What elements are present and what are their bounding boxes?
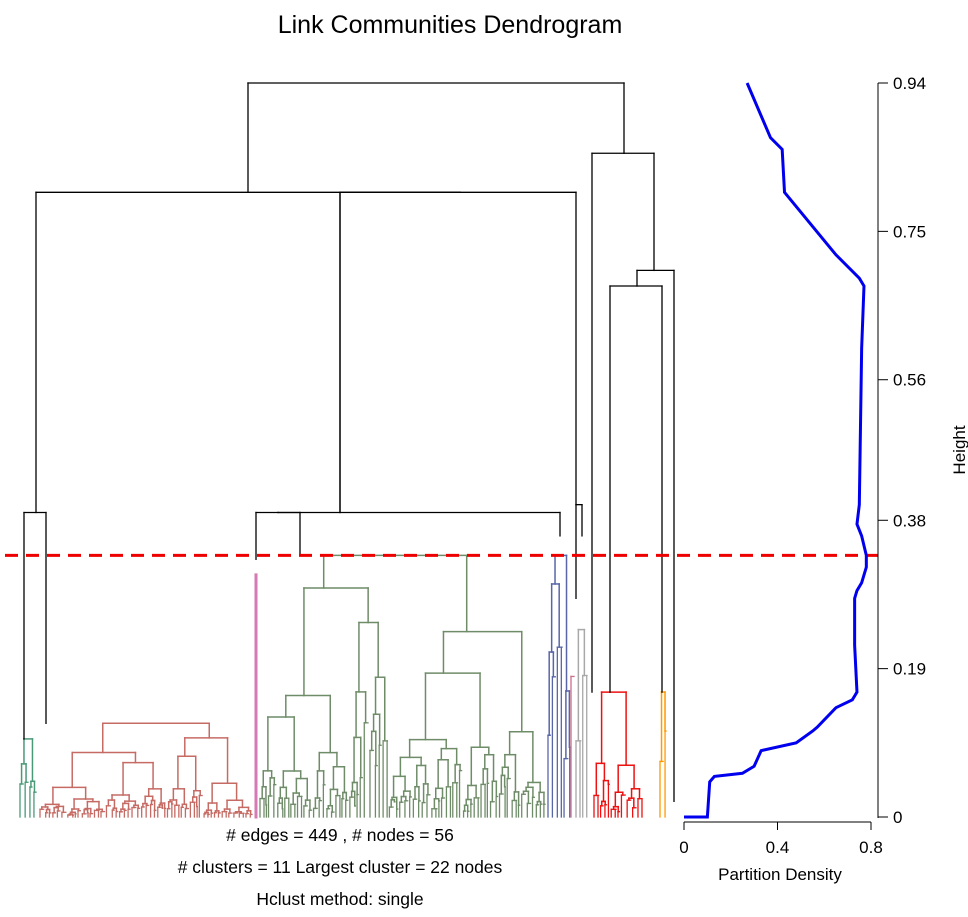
x-tick-label: 0: [679, 838, 688, 857]
y-axis-label: Height: [950, 425, 968, 474]
partition-density-line: [684, 82, 868, 819]
y-tick-label: 0.75: [893, 222, 926, 241]
dendrogram-tree: [19, 82, 675, 819]
y-tick-label: 0.94: [893, 74, 926, 93]
y-tick-label: 0.38: [893, 511, 926, 530]
caption-edges-nodes: # edges = 449 , # nodes = 56: [226, 825, 454, 845]
y-tick-label: 0.56: [893, 371, 926, 390]
y-tick-label: 0.19: [893, 660, 926, 679]
x-tick-label: 0.4: [766, 838, 790, 857]
y-axis: 0 0.19 0.38 0.56 0.75 0.94: [877, 74, 926, 827]
caption-clusters: # clusters = 11 Largest cluster = 22 nod…: [178, 857, 503, 877]
y-tick-label: 0: [893, 808, 902, 827]
x-axis-label: Partition Density: [718, 865, 842, 884]
x-tick-label: 0.8: [859, 838, 883, 857]
x-axis-partition-density: 0 0.4 0.8: [679, 821, 883, 857]
chart-title: Link Communities Dendrogram: [278, 11, 623, 39]
caption-hclust-method: Hclust method: single: [256, 889, 423, 909]
